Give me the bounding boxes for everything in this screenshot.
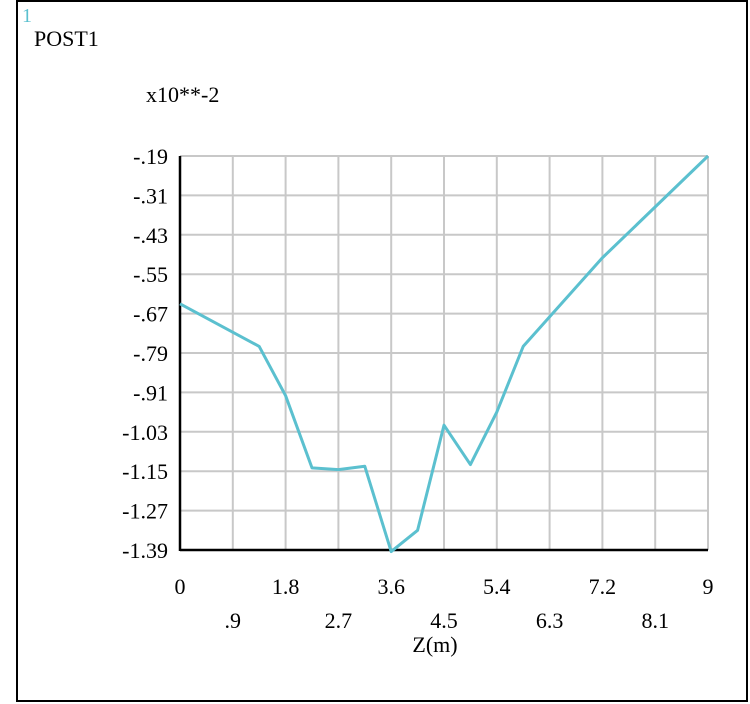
x-tick-label: 0 [175,574,186,599]
x-axis-label: Z(m) [412,632,457,657]
y-tick-label: -.19 [133,144,168,169]
y-tick-label: -.91 [133,380,168,405]
chart-title: POST1 [34,26,99,51]
x-tick-labels: 0 1.8 3.6 5.4 7.2 9 .9 2.7 4.5 6.3 8.1 [175,574,714,633]
axes [178,156,708,552]
x-tick-label: 6.3 [536,608,564,633]
series [179,154,710,554]
y-tick-label: -.55 [133,262,168,287]
y-tick-label: -1.15 [122,459,168,484]
y-tick-labels: -.19 -.31 -.43 -.55 -.67 -.79 -.91 -1.03 -1.15 -1… [122,144,168,563]
y-tick-label: -1.39 [122,538,168,563]
y-tick-label: -.31 [133,183,168,208]
y-multiplier-label: x10**-2 [146,82,219,107]
series-line [179,154,710,554]
x-tick-label: 2.7 [325,608,353,633]
x-tick-label: 4.5 [430,608,458,633]
grid [180,155,709,550]
plot-window: 1 POST1 x10**-2 -.19 -.31 -.43 -.55 -.67 -.79… [16,0,748,702]
x-tick-label: 3.6 [377,574,405,599]
x-tick-label: 9 [703,574,714,599]
y-tick-label: -1.03 [122,420,168,445]
x-tick-label: 1.8 [272,574,300,599]
x-tick-label: .9 [225,608,242,633]
line-chart: 1 POST1 x10**-2 -.19 -.31 -.43 -.55 -.67 -.79… [22,5,714,657]
y-tick-label: -.79 [133,341,168,366]
y-tick-label: -.67 [133,302,168,327]
window-number: 1 [22,5,32,27]
y-tick-label: -.43 [133,223,168,248]
x-tick-label: 5.4 [483,574,511,599]
x-tick-label: 7.2 [589,574,617,599]
y-tick-label: -1.27 [122,499,168,524]
x-tick-label: 8.1 [641,608,669,633]
